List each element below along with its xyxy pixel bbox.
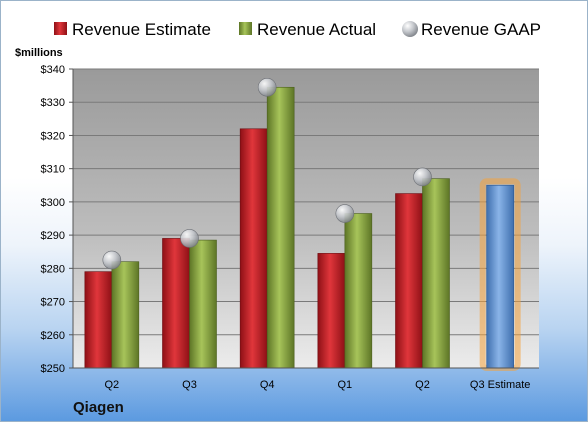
x-category-label: Q2 <box>415 379 430 391</box>
y-tick-label: $340 <box>41 64 65 76</box>
bar-revenue-estimate <box>162 238 190 369</box>
bar-revenue-estimate <box>239 128 268 369</box>
y-axis-ticks: $250 $260 $270 $280 $290 $300 $310 $320 $330 $340 <box>41 64 65 375</box>
legend-item-estimate: Revenue Estimate <box>54 20 211 39</box>
y-tick-label: $320 <box>41 130 65 142</box>
legend: Revenue Estimate Revenue Actual Revenue … <box>54 20 541 39</box>
gaap-marker <box>413 167 432 187</box>
gaap-marker <box>335 204 355 223</box>
y-tick-label: $310 <box>41 164 65 176</box>
y-tick-label: $250 <box>41 363 65 375</box>
x-category-label: Q3 <box>182 379 197 391</box>
bar-revenue-estimate <box>395 193 423 369</box>
y-tick-label: $330 <box>41 97 65 109</box>
legend-swatch-actual <box>239 22 252 35</box>
bar-revenue-actual <box>422 178 450 369</box>
y-axis-unit-label: $millions <box>15 47 63 59</box>
legend-label-gaap: Revenue GAAP <box>421 20 541 39</box>
bar-revenue-actual <box>189 239 217 369</box>
bar-revenue-actual <box>266 86 295 369</box>
bar-revenue-estimate <box>317 253 346 369</box>
y-tick-label: $260 <box>41 330 65 342</box>
legend-marker-gaap <box>402 21 418 37</box>
bar-revenue-actual <box>344 213 373 369</box>
gaap-marker <box>102 250 122 270</box>
x-axis-categories: Q2 Q3 Q4 Q1 Q2 Q3 Estimate <box>104 379 530 391</box>
legend-label-actual: Revenue Actual <box>257 20 376 39</box>
gridlines <box>69 68 539 369</box>
bar-q3-estimate <box>486 184 514 369</box>
x-category-label: Q4 <box>260 379 275 391</box>
y-tick-label: $290 <box>41 230 65 242</box>
legend-label-estimate: Revenue Estimate <box>72 20 211 39</box>
bar-revenue-actual <box>111 261 140 369</box>
plot-area <box>73 69 539 368</box>
gaap-marker <box>257 77 277 97</box>
x-category-label: Q2 <box>104 379 119 391</box>
y-tick-label: $270 <box>41 297 65 309</box>
y-tick-label: $280 <box>41 263 65 275</box>
legend-item-actual: Revenue Actual <box>239 20 376 39</box>
company-name: Qiagen <box>73 399 124 416</box>
gaap-marker <box>180 229 199 248</box>
legend-swatch-estimate <box>54 22 67 35</box>
bars <box>84 86 521 371</box>
x-category-label: Q3 Estimate <box>470 379 531 391</box>
gaap-markers <box>102 77 432 270</box>
x-category-label: Q1 <box>337 379 352 391</box>
bar-revenue-estimate <box>84 271 113 369</box>
y-tick-label: $300 <box>41 197 65 209</box>
legend-item-gaap: Revenue GAAP <box>402 20 541 39</box>
